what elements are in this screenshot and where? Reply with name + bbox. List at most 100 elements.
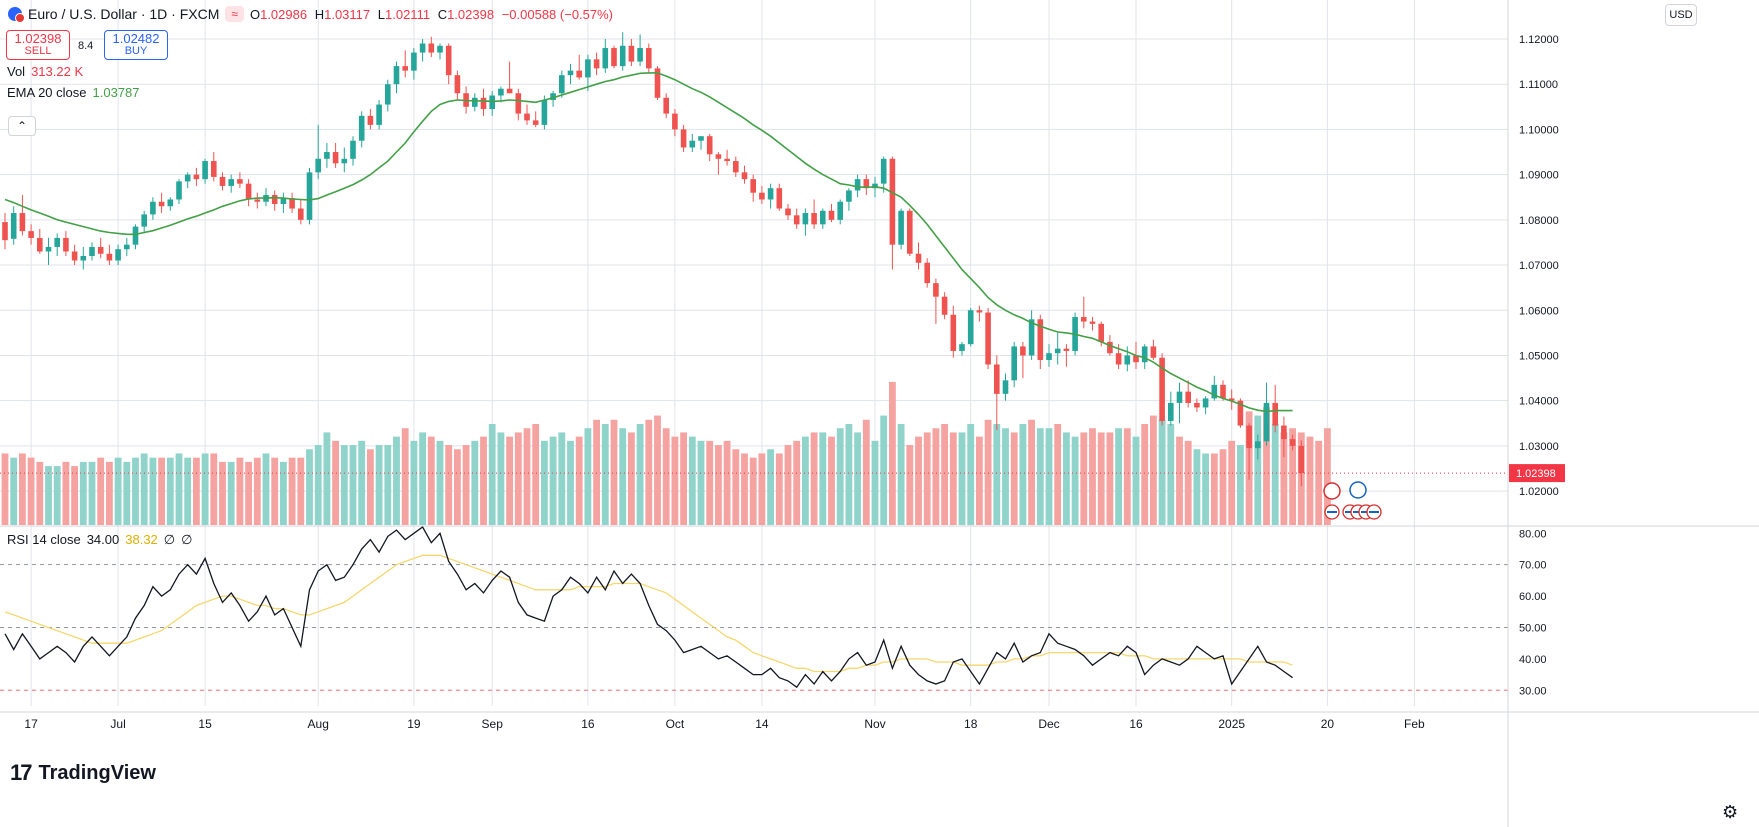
volume-bar: [1, 453, 9, 525]
volume-bar: [889, 381, 896, 525]
candle-body: [315, 158, 321, 173]
volume-bar: [10, 457, 18, 525]
candle: [1020, 341, 1026, 379]
candle-body: [1220, 384, 1226, 399]
candle: [1141, 344, 1148, 370]
candle-body: [1211, 384, 1218, 399]
candle-body: [1054, 348, 1061, 354]
collapse-legend-button[interactable]: ⌃: [8, 116, 36, 136]
volume-bar: [262, 453, 270, 525]
rsi-extra-2: ∅: [181, 532, 193, 547]
sell-button[interactable]: 1.02398 SELL: [6, 30, 70, 60]
volume-bar: [680, 432, 687, 525]
candle: [741, 165, 748, 184]
candle-body: [1063, 348, 1070, 351]
volume-bar: [993, 424, 1001, 525]
candle-body: [593, 59, 600, 69]
candle-body: [698, 136, 704, 141]
settings-gear-icon[interactable]: ⚙: [1722, 802, 1739, 822]
candle-body: [793, 215, 800, 225]
candle: [306, 167, 313, 225]
buy-button[interactable]: 1.02482 BUY: [104, 30, 168, 60]
candle-body: [994, 364, 1000, 394]
candle: [959, 341, 965, 356]
candle-body: [715, 154, 722, 159]
symbol-title[interactable]: Euro / U.S. Dollar · 1D · FXCM: [28, 6, 220, 22]
candle: [532, 111, 539, 128]
candle: [167, 197, 174, 211]
volume-bar: [97, 457, 105, 525]
candle: [1255, 434, 1261, 460]
ema-label: EMA 20 close: [7, 85, 87, 100]
candle: [184, 172, 191, 189]
volume-bar: [575, 436, 583, 525]
candle-body: [1115, 353, 1122, 365]
candle-body: [941, 296, 948, 315]
candle-body: [150, 201, 156, 215]
tradingview-logo[interactable]: 17 TradingView: [10, 760, 156, 786]
volume-bar: [149, 457, 157, 525]
volume-bar: [53, 466, 61, 525]
volume-bar: [915, 436, 922, 525]
volume-bar: [1063, 432, 1070, 525]
candle: [71, 244, 78, 266]
currency-selector[interactable]: USD: [1665, 4, 1697, 26]
volume-bar: [45, 466, 52, 525]
candle-body: [524, 113, 530, 121]
candle-body: [37, 237, 43, 252]
candle-body: [646, 48, 652, 69]
volume-bar: [1289, 428, 1296, 525]
candle-body: [472, 97, 478, 107]
volume-legend[interactable]: Vol 313.22 K: [7, 64, 83, 79]
candle-body: [1037, 319, 1044, 360]
volume-bar: [541, 440, 548, 525]
volume-bar: [1132, 436, 1140, 525]
candle: [619, 32, 626, 71]
candle-body: [602, 48, 609, 69]
volume-bar: [158, 457, 165, 525]
candle-body: [2, 222, 8, 241]
volume-bar: [1036, 428, 1044, 525]
candle-body: [959, 344, 965, 351]
market-status-badge[interactable]: ≈: [225, 6, 244, 22]
candle-body: [367, 115, 374, 125]
candle-body: [1150, 346, 1157, 358]
candle: [202, 158, 208, 184]
candle-body: [637, 48, 643, 62]
candle: [759, 185, 765, 205]
candle: [358, 111, 365, 148]
ema-legend[interactable]: EMA 20 close 1.03787: [7, 85, 140, 100]
candle-body: [54, 237, 60, 247]
candle-body: [1281, 425, 1287, 440]
volume-bar: [793, 440, 801, 525]
candle: [237, 172, 243, 189]
price-tick-label: 1.06000: [1519, 305, 1559, 317]
candle: [1046, 344, 1052, 367]
candle: [367, 109, 374, 130]
time-tick-label: 20: [1321, 717, 1335, 731]
volume-bar: [854, 432, 861, 525]
candle: [863, 174, 870, 195]
candle-body: [124, 244, 130, 250]
price-tick-label: 1.04000: [1519, 396, 1559, 408]
candle-body: [245, 183, 252, 200]
rsi-legend[interactable]: RSI 14 close 34.00 38.32 ∅ ∅: [7, 532, 192, 548]
candle: [950, 305, 957, 358]
volume-bar: [897, 424, 905, 525]
volume-bar: [1054, 424, 1062, 525]
price-tick-label: 1.09000: [1519, 170, 1559, 182]
candle: [593, 52, 600, 76]
candle-body: [967, 310, 974, 345]
candle: [1228, 389, 1235, 410]
candle: [767, 183, 774, 209]
time-tick-label: 18: [964, 717, 978, 731]
candle: [889, 156, 896, 270]
candle-body: [1246, 425, 1252, 449]
high-label: H: [314, 6, 325, 22]
candle: [332, 142, 339, 168]
volume-bar: [732, 449, 740, 525]
candle-body: [1081, 317, 1087, 322]
candle: [924, 258, 930, 288]
volume-bar: [1028, 419, 1035, 525]
